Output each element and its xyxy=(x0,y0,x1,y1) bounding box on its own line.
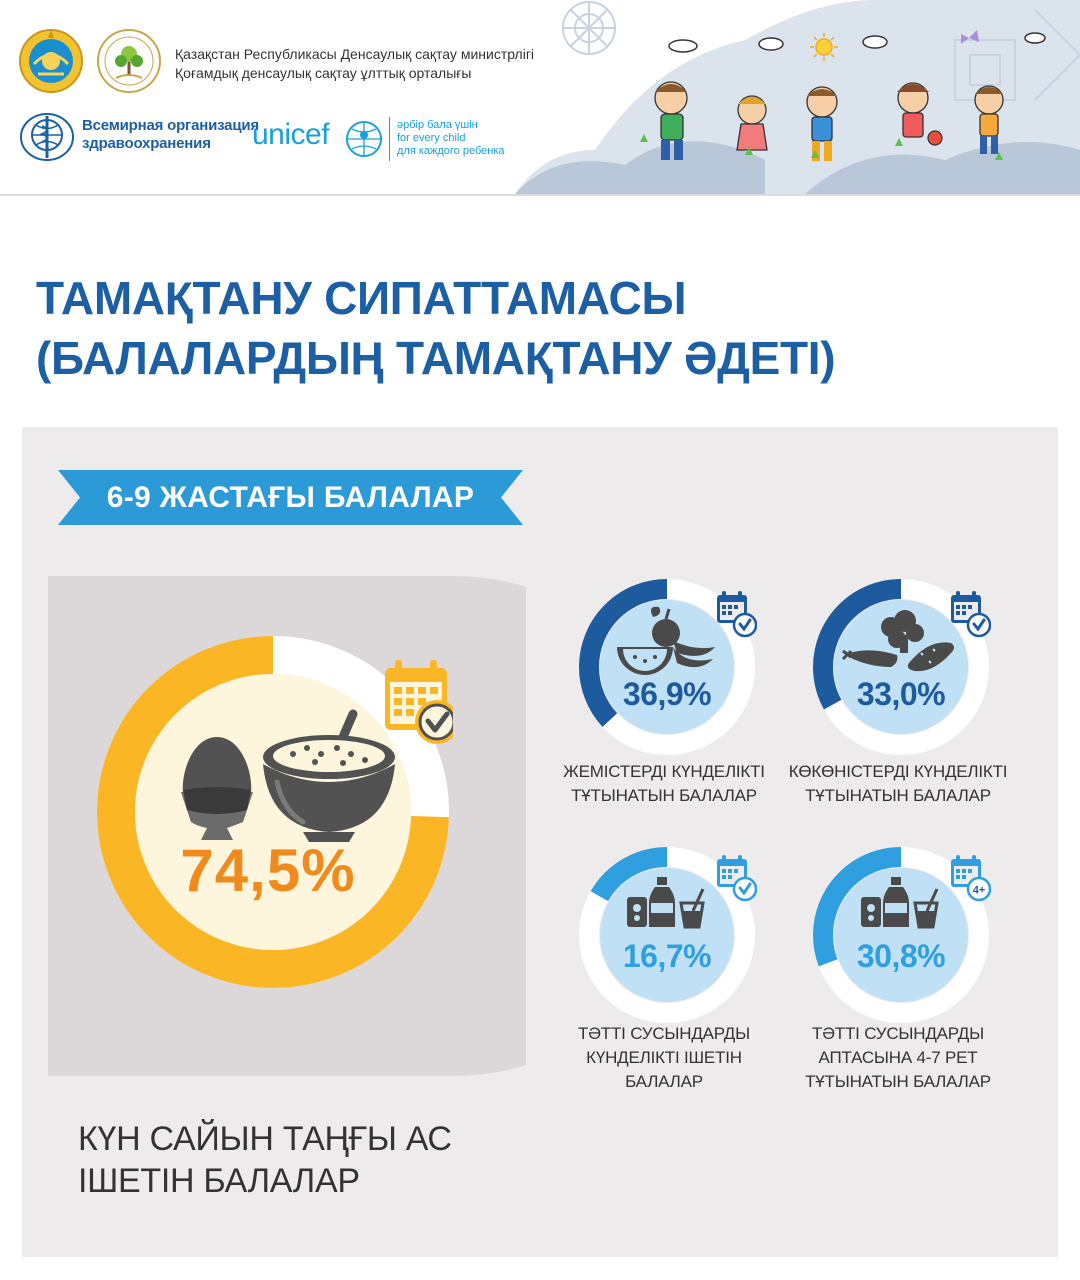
unicef-tag-1: әрбір бала үшін xyxy=(397,119,478,131)
sweet-drinks-weekly-label: ТӘТТІ СУСЫНДАРДЫ АПТАСЫНА 4-7 РЕТ ТҰТЫНА… xyxy=(773,1022,1023,1094)
porridge-bowl-icon xyxy=(263,709,395,842)
vegetables-icon xyxy=(841,610,954,672)
page-title: ТАМАҚТАНУ СИПАТТАМАСЫ (БАЛАЛАРДЫҢ ТАМАҚТ… xyxy=(36,268,836,388)
sweet-drinks-daily-label: ТӘТТІ СУСЫНДАРДЫ КҮНДЕЛІКТІ ІШЕТІН БАЛАЛ… xyxy=(539,1022,789,1094)
breakfast-label-line-1: КҮН САЙЫН ТАҢҒЫ АС xyxy=(78,1120,452,1158)
calendar-check-icon xyxy=(717,855,757,902)
breakfast-percentage: 74,5% xyxy=(180,837,356,904)
ministry-line-1: Қазақстан Республикасы Денсаулық сақтау … xyxy=(175,46,535,62)
who-name: Всемирная организация здравоохранения xyxy=(82,117,259,153)
who-line-2: здравоохранения xyxy=(82,135,211,152)
breakfast-label: КҮН САЙЫН ТАҢҒЫ АС ІШЕТІН БАЛАЛАР xyxy=(78,1118,452,1202)
who-line-1: Всемирная организация xyxy=(82,117,259,134)
who-logo-icon xyxy=(20,113,74,161)
unicef-tag-2: for every child xyxy=(397,132,466,144)
vegetables-label-line-2: ТҰТЫНАТЫН БАЛАЛАР xyxy=(805,786,991,805)
sweet-drinks-weekly-donut: 4+ xyxy=(813,847,991,1023)
vegetables-donut xyxy=(813,579,991,755)
fruit-icon xyxy=(617,606,715,675)
fruit-label: ЖЕМІСТЕРДІ КҮНДЕЛІКТІ ТҰТЫНАТЫН БАЛАЛАР xyxy=(539,760,789,808)
fruit-arc xyxy=(579,579,755,755)
sweet-drinks-weekly-percentage: 30,8% xyxy=(856,938,946,974)
fruit-label-line-1: ЖЕМІСТЕРДІ КҮНДЕЛІКТІ xyxy=(563,762,765,781)
sweet-drinks-weekly-label-line-2: АПТАСЫНА 4-7 РЕТ xyxy=(818,1048,978,1067)
page-title-line-2: (БАЛАЛАРДЫҢ ТАМАҚТАНУ ӘДЕТІ) xyxy=(36,332,836,384)
children-illustration xyxy=(515,0,1080,194)
unicef-wordmark: unicef xyxy=(252,118,330,151)
ministry-name: Қазақстан Республикасы Денсаулық сақтау … xyxy=(175,45,534,83)
sweet-drinks-daily-label-line-2: КҮНДЕЛІКТІ ІШЕТІН xyxy=(586,1048,742,1067)
age-group-label: 6-9 ЖАСТАҒЫ БАЛАЛАР xyxy=(106,480,475,514)
unicef-tagline: әрбір бала үшін for every child для кажд… xyxy=(397,119,505,158)
drinks-icon xyxy=(861,877,939,929)
sweet-drinks-weekly-label-line-3: ТҰТЫНАТЫН БАЛАЛАР xyxy=(805,1072,991,1091)
fruit-label-line-2: ТҰТЫНАТЫН БАЛАЛАР xyxy=(571,786,757,805)
sweet-drinks-weekly-label-line-1: ТӘТТІ СУСЫНДАРДЫ xyxy=(812,1024,984,1043)
age-group-ribbon xyxy=(58,470,523,525)
calendar-check-icon xyxy=(951,591,991,638)
weekly-badge: 4+ xyxy=(973,885,986,897)
calendar-check-icon xyxy=(717,591,757,638)
breakfast-donut xyxy=(97,636,453,988)
sweet-drinks-daily-donut xyxy=(579,847,757,1023)
breakfast-arc xyxy=(97,636,449,988)
calendar-check-icon xyxy=(385,660,453,744)
sweet-drinks-daily-label-line-1: ТӘТТІ СУСЫНДАРДЫ xyxy=(578,1024,750,1043)
vegetables-label: КӨКӨНІСТЕРДІ КҮНДЕЛІКТІ ТҰТЫНАТЫН БАЛАЛА… xyxy=(773,760,1023,808)
vegetables-label-line-1: КӨКӨНІСТЕРДІ КҮНДЕЛІКТІ xyxy=(788,762,1008,781)
ministry-line-2: Қоғамдық денсаулық сақтау ұлттық орталығ… xyxy=(175,65,472,81)
vegetables-percentage: 33,0% xyxy=(856,676,946,712)
sweet-drinks-daily-label-line-3: БАЛАЛАР xyxy=(625,1072,703,1091)
sweet-drinks-daily-percentage: 16,7% xyxy=(622,938,712,974)
vegetables-arc xyxy=(813,579,989,755)
header-divider xyxy=(0,194,1080,196)
header: Қазақстан Республикасы Денсаулық сақтау … xyxy=(0,0,1080,196)
fruit-percentage: 36,9% xyxy=(622,676,712,712)
fruit-donut xyxy=(579,579,757,755)
egg-icon xyxy=(181,737,253,840)
unicef-globe-icon xyxy=(346,121,382,157)
sweet-drinks-daily-arc xyxy=(579,847,755,1023)
unicef-tag-3: для каждого ребенка xyxy=(397,145,505,157)
drinks-icon xyxy=(627,877,705,929)
breakfast-label-line-2: ІШЕТІН БАЛАЛАР xyxy=(78,1162,360,1200)
calendar-weekly-icon: 4+ xyxy=(951,855,991,902)
unicef-separator xyxy=(389,117,390,161)
kazakhstan-emblem-icon xyxy=(19,29,83,93)
ministry-logo-icon xyxy=(97,29,161,93)
sweet-drinks-weekly-arc xyxy=(813,847,989,1023)
page-title-line-1: ТАМАҚТАНУ СИПАТТАМАСЫ xyxy=(36,272,687,324)
